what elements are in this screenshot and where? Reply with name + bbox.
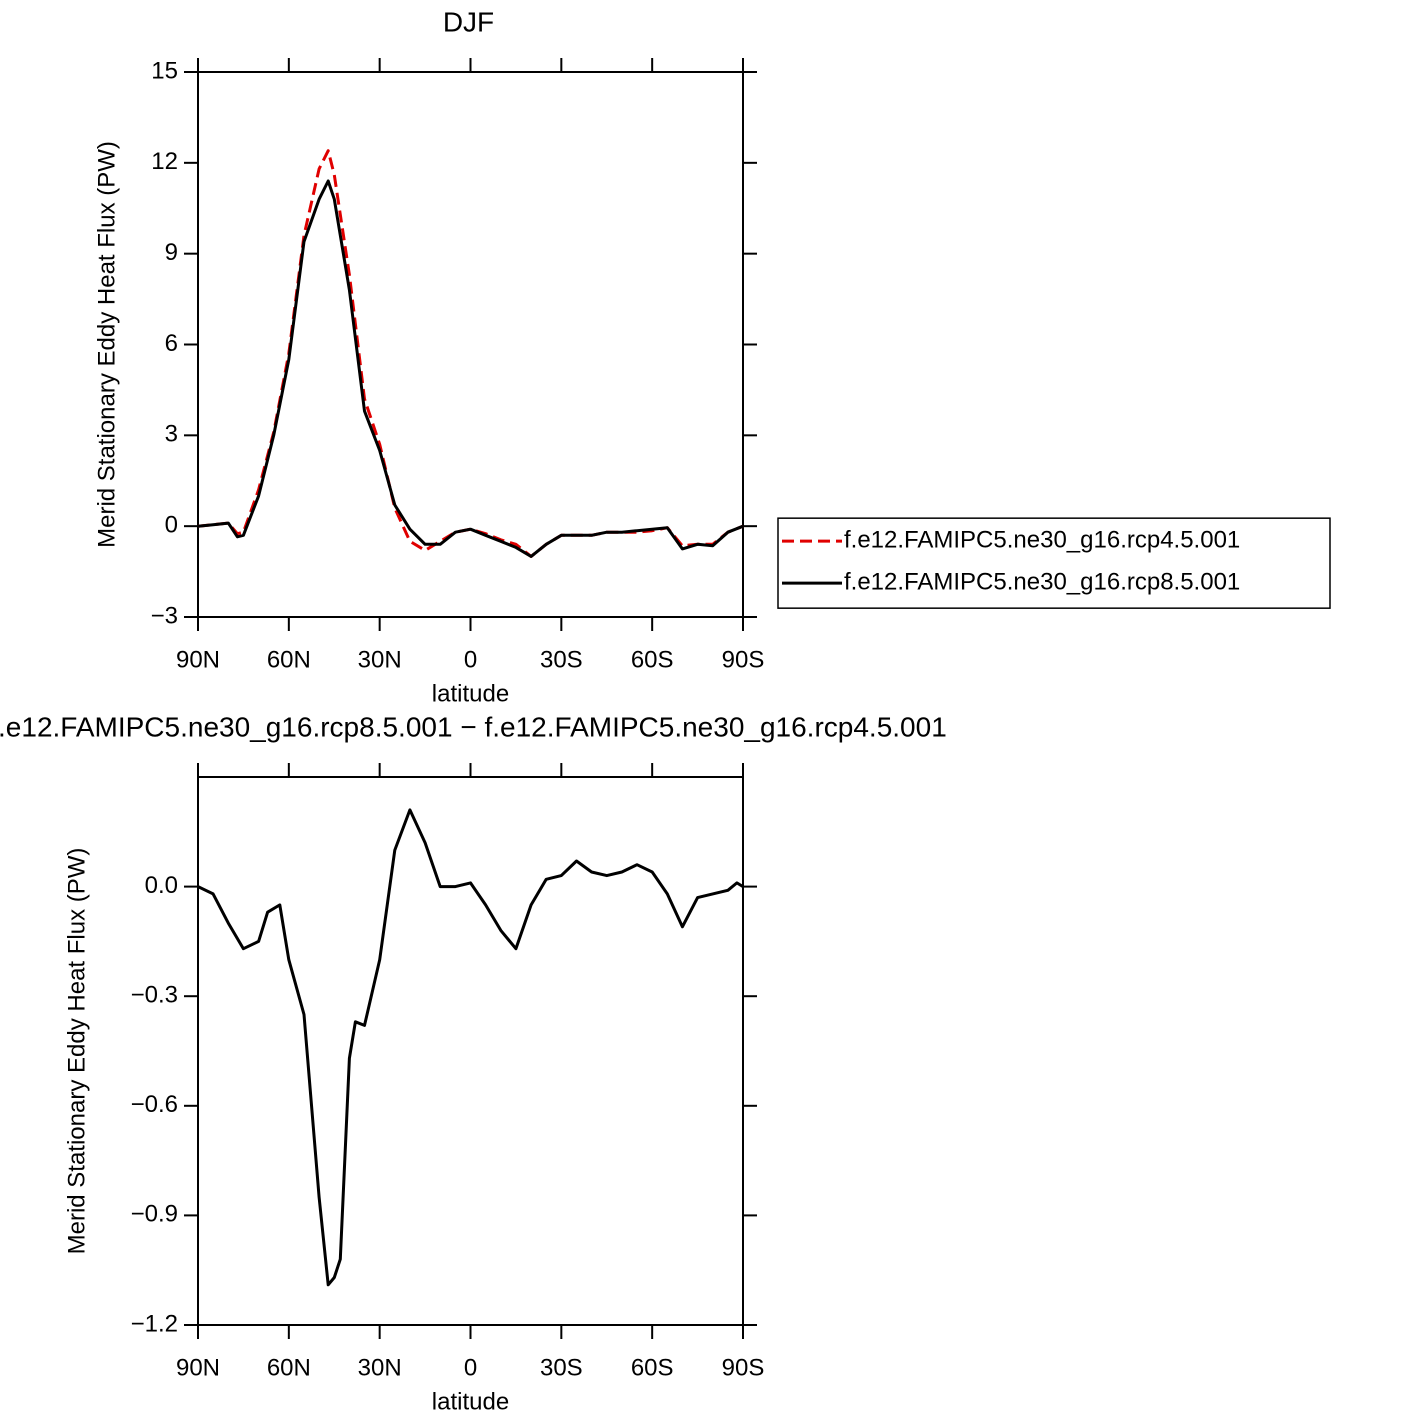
x-tick-label: 90S [722, 1354, 765, 1381]
y-axis-label: Merid Stationary Eddy Heat Flux (PW) [93, 141, 120, 548]
legend-box [777, 517, 1331, 609]
x-tick-label: 30N [358, 646, 402, 673]
x-axis-label: latitude [432, 1388, 509, 1415]
data-line [197, 808, 744, 1287]
y-tick-label: 15 [151, 57, 178, 84]
chart-title: DJF [443, 6, 494, 37]
y-tick-label: −0.6 [131, 1091, 178, 1118]
chart-title: f.e12.FAMIPC5.ne30_g16.rcp8.5.001 − f.e1… [0, 711, 947, 742]
x-tick-label: 0 [464, 646, 477, 673]
x-tick-label: 60N [267, 1354, 311, 1381]
y-tick-label: 6 [165, 330, 178, 357]
x-tick-label: 30S [540, 1354, 583, 1381]
x-tick-label: 90N [176, 646, 220, 673]
x-tick-label: 90S [722, 646, 765, 673]
x-axis-label: latitude [432, 680, 509, 707]
y-axis-label: Merid Stationary Eddy Heat Flux (PW) [63, 848, 90, 1255]
y-tick-label: 0 [165, 512, 178, 539]
data-line [197, 179, 744, 558]
x-tick-label: 30S [540, 646, 583, 673]
legend-label: f.e12.FAMIPC5.ne30_g16.rcp8.5.001 [844, 569, 1240, 596]
data-line [197, 149, 744, 558]
x-tick-label: 60S [631, 646, 674, 673]
y-tick-label: −3 [151, 602, 178, 629]
y-tick-label: 3 [165, 421, 178, 448]
y-tick-label: 9 [165, 239, 178, 266]
y-tick-label: −0.9 [131, 1201, 178, 1228]
y-tick-label: −1.2 [131, 1310, 178, 1337]
x-tick-label: 60N [267, 646, 311, 673]
x-tick-label: 60S [631, 1354, 674, 1381]
x-tick-label: 30N [358, 1354, 402, 1381]
legend-label: f.e12.FAMIPC5.ne30_g16.rcp4.5.001 [844, 527, 1240, 554]
y-tick-label: −0.3 [131, 982, 178, 1009]
y-tick-label: 0.0 [145, 872, 178, 899]
plot-frame [197, 776, 744, 1326]
x-tick-label: 90N [176, 1354, 220, 1381]
plot-frame [197, 71, 744, 618]
x-tick-label: 0 [464, 1354, 477, 1381]
y-tick-label: 12 [151, 148, 178, 175]
